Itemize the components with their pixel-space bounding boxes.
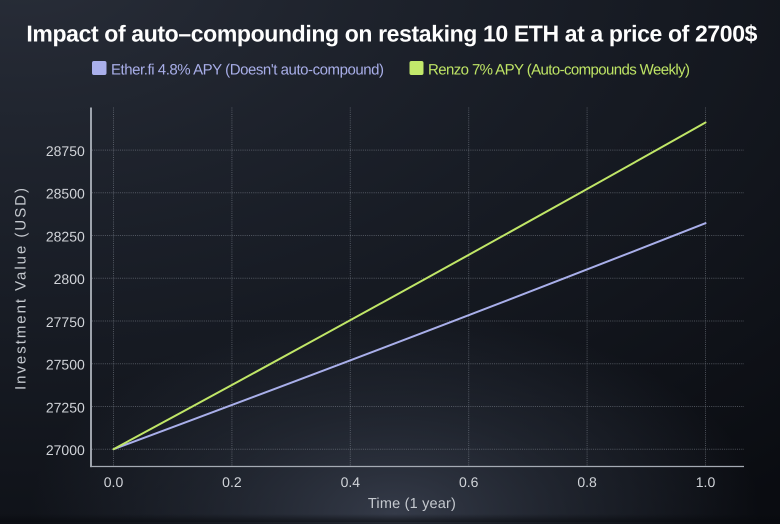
svg-text:27500: 27500 [46,357,85,373]
svg-text:1.0: 1.0 [696,474,716,490]
svg-text:0.8: 0.8 [577,474,597,490]
svg-text:28500: 28500 [46,186,85,202]
svg-text:0.2: 0.2 [222,474,242,490]
svg-text:27250: 27250 [46,399,85,415]
svg-text:27750: 27750 [46,314,85,330]
svg-text:Renzo 7% APY (Auto-compounds W: Renzo 7% APY (Auto-compounds Weekly) [428,62,690,79]
svg-text:28750: 28750 [46,143,85,159]
svg-text:Impact of auto–compounding on: Impact of auto–compounding on restaking … [26,20,757,46]
svg-text:0.6: 0.6 [459,474,479,490]
svg-text:0.4: 0.4 [341,474,361,490]
svg-text:Investment Value (USD): Investment Value (USD) [13,188,30,390]
svg-text:Ether.fi 4.8% APY (Doesn't aut: Ether.fi 4.8% APY (Doesn't auto-compound… [111,62,384,79]
svg-text:27000: 27000 [46,442,85,458]
svg-text:Time (1 year): Time (1 year) [368,496,456,512]
svg-text:2800: 2800 [54,271,85,287]
svg-text:0.0: 0.0 [104,474,124,490]
svg-text:28250: 28250 [46,228,85,244]
